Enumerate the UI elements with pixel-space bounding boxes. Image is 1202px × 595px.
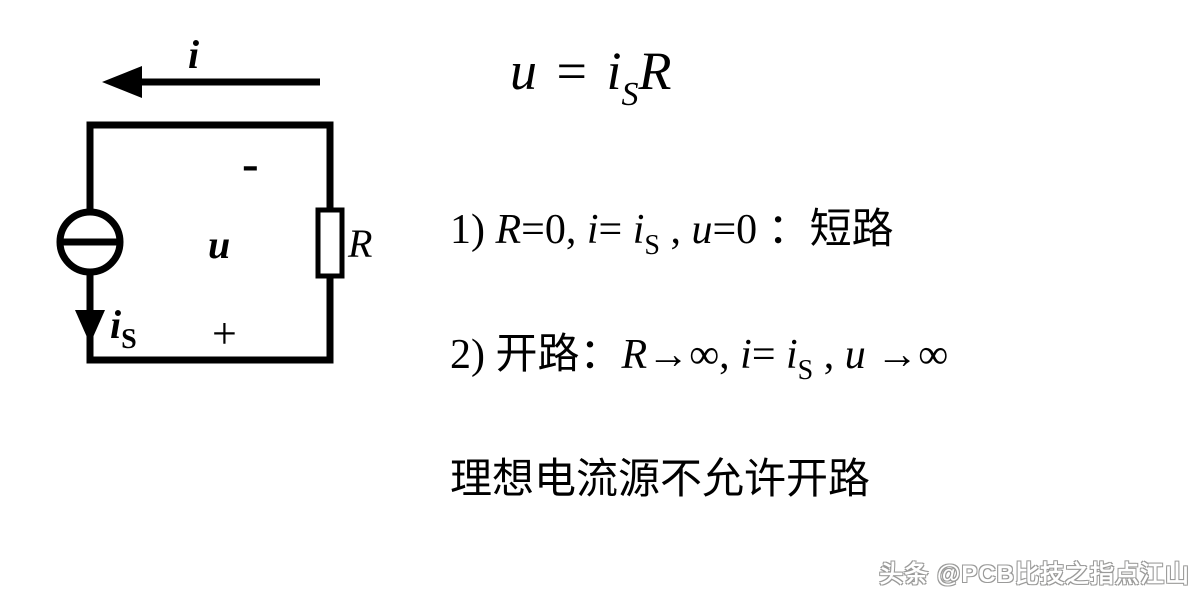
case1-iS-sub: S: [644, 230, 660, 261]
case1-label: 短路: [810, 207, 894, 253]
case-1: 1) R=0, i= iS , u=0 ：短路: [450, 195, 894, 260]
main-equation: u = iSR: [510, 40, 671, 110]
case2-R: R: [622, 332, 648, 378]
case1-sep: ,: [660, 207, 692, 253]
case2-u: u: [845, 332, 877, 378]
case2-i: i: [740, 332, 752, 378]
case2-iS-i: i: [786, 332, 798, 378]
label-is: iS: [110, 302, 137, 355]
label-i: i: [188, 32, 199, 77]
eq-i-sub: S: [621, 76, 638, 113]
case2-Rarr: →∞,: [647, 332, 740, 378]
watermark: 头条 @PCB比技之指点江山: [879, 554, 1190, 589]
label-u: u: [208, 222, 230, 267]
eq-i: i: [606, 41, 621, 101]
eq-R: R: [638, 41, 671, 101]
resistor-icon: [318, 210, 342, 276]
note-line: 理想电流源不允许开路: [450, 445, 870, 506]
case1-iS-i: i: [633, 207, 645, 253]
case-2: 2) 开路：R→∞, i= iS , u →∞: [450, 320, 948, 385]
case2-num: 2): [450, 332, 496, 378]
label-minus: -: [242, 135, 259, 191]
case1-R: R: [496, 207, 522, 253]
case2-iS-sub: S: [798, 355, 814, 386]
case1-colon: ：: [757, 207, 810, 253]
case2-sep: ,: [813, 332, 845, 378]
current-arrow-i: [102, 66, 320, 98]
eq-eq: =: [557, 41, 587, 101]
current-source-icon: [60, 212, 120, 272]
page-root: i iS u R + - u = iSR 1) R=0, i= iS , u=0…: [0, 0, 1202, 595]
case1-i: i: [587, 207, 599, 253]
case1-u: u: [691, 207, 712, 253]
case1-ueq: =0: [712, 207, 757, 253]
case1-Req: =0,: [521, 207, 587, 253]
circuit-diagram: i iS u R + -: [20, 10, 400, 430]
case2-uarr: →∞: [876, 332, 948, 378]
case2-ieq: =: [752, 332, 786, 378]
current-arrow-is: [75, 310, 105, 344]
case1-ieq: =: [599, 207, 633, 253]
label-plus: +: [212, 309, 237, 358]
case1-num: 1): [450, 207, 496, 253]
label-r: R: [347, 221, 372, 266]
case2-colon: ：: [580, 332, 622, 378]
eq-u: u: [510, 41, 537, 101]
case2-label: 开路: [496, 332, 580, 378]
